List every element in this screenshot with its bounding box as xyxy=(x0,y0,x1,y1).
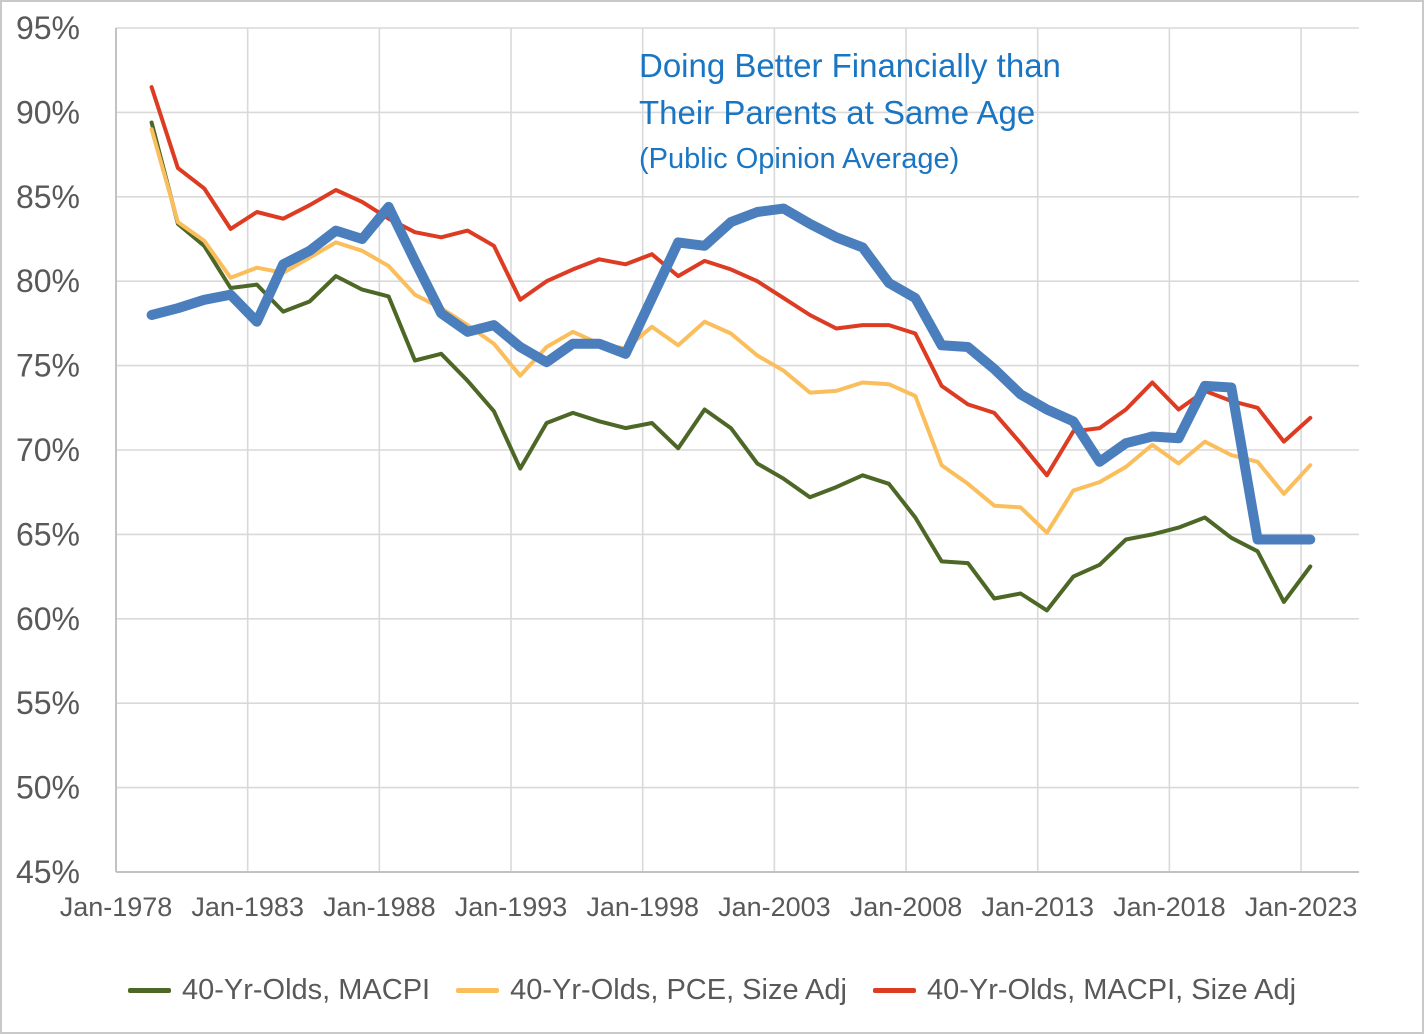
x-axis-tick-label: Jan-1983 xyxy=(191,892,304,922)
series-line-40-yr-olds-macpi-size-adj xyxy=(149,85,1313,478)
series-line-public-opinion-average xyxy=(146,201,1316,545)
y-axis-tick-label: 50% xyxy=(16,770,80,806)
x-axis-tick-label: Jan-2023 xyxy=(1245,892,1358,922)
series-line-40-yr-olds-pce-size-adj xyxy=(149,127,1313,535)
chart-legend: 40-Yr-Olds, MACPI 40-Yr-Olds, PCE, Size … xyxy=(2,974,1422,1007)
legend-item-macpi: 40-Yr-Olds, MACPI xyxy=(127,974,431,1007)
y-axis-tick-label: 55% xyxy=(16,685,80,721)
legend-label-macpi-size-adj: 40-Yr-Olds, MACPI, Size Adj xyxy=(926,974,1297,1006)
y-axis-tick-label: 95% xyxy=(16,10,80,46)
y-axis-tick-label: 45% xyxy=(16,854,80,890)
x-axis-tick-label: Jan-1978 xyxy=(60,892,173,922)
x-axis-tick-label: Jan-2018 xyxy=(1113,892,1226,922)
axis-labels: 95% 90% 85% 80% 75% 70% 65% 60% 55% 50% 45%Jan-197… xyxy=(16,10,1357,922)
y-axis-tick-label: 60% xyxy=(16,601,80,637)
x-axis-tick-label: Jan-2008 xyxy=(850,892,963,922)
series-line-40-yr-olds-macpi xyxy=(149,120,1313,613)
y-axis-tick-label: 75% xyxy=(16,348,80,384)
x-axis-tick-label: Jan-2003 xyxy=(718,892,831,922)
x-axis-tick-label: Jan-2013 xyxy=(981,892,1094,922)
gridlines xyxy=(115,27,1359,873)
x-axis-tick-label: Jan-1993 xyxy=(455,892,568,922)
y-axis-tick-label: 90% xyxy=(16,94,80,130)
x-axis-tick-label: Jan-1988 xyxy=(323,892,436,922)
series-lines xyxy=(146,85,1316,613)
y-axis-tick-label: 65% xyxy=(16,516,80,552)
legend-swatch-pce-size-adj xyxy=(456,988,500,993)
legend-label-macpi: 40-Yr-Olds, MACPI xyxy=(181,974,431,1006)
y-axis-tick-label: 80% xyxy=(16,263,80,299)
legend-swatch-macpi xyxy=(127,988,171,993)
x-axis-tick-label: Jan-1998 xyxy=(586,892,699,922)
y-axis-tick-label: 70% xyxy=(16,432,80,468)
legend-swatch-macpi-size-adj xyxy=(872,988,916,993)
y-axis-tick-label: 85% xyxy=(16,179,80,215)
legend-item-macpi-size-adj: 40-Yr-Olds, MACPI, Size Adj xyxy=(872,974,1297,1007)
legend-item-pce-size-adj: 40-Yr-Olds, PCE, Size Adj xyxy=(456,974,847,1007)
legend-label-pce-size-adj: 40-Yr-Olds, PCE, Size Adj xyxy=(510,974,847,1006)
